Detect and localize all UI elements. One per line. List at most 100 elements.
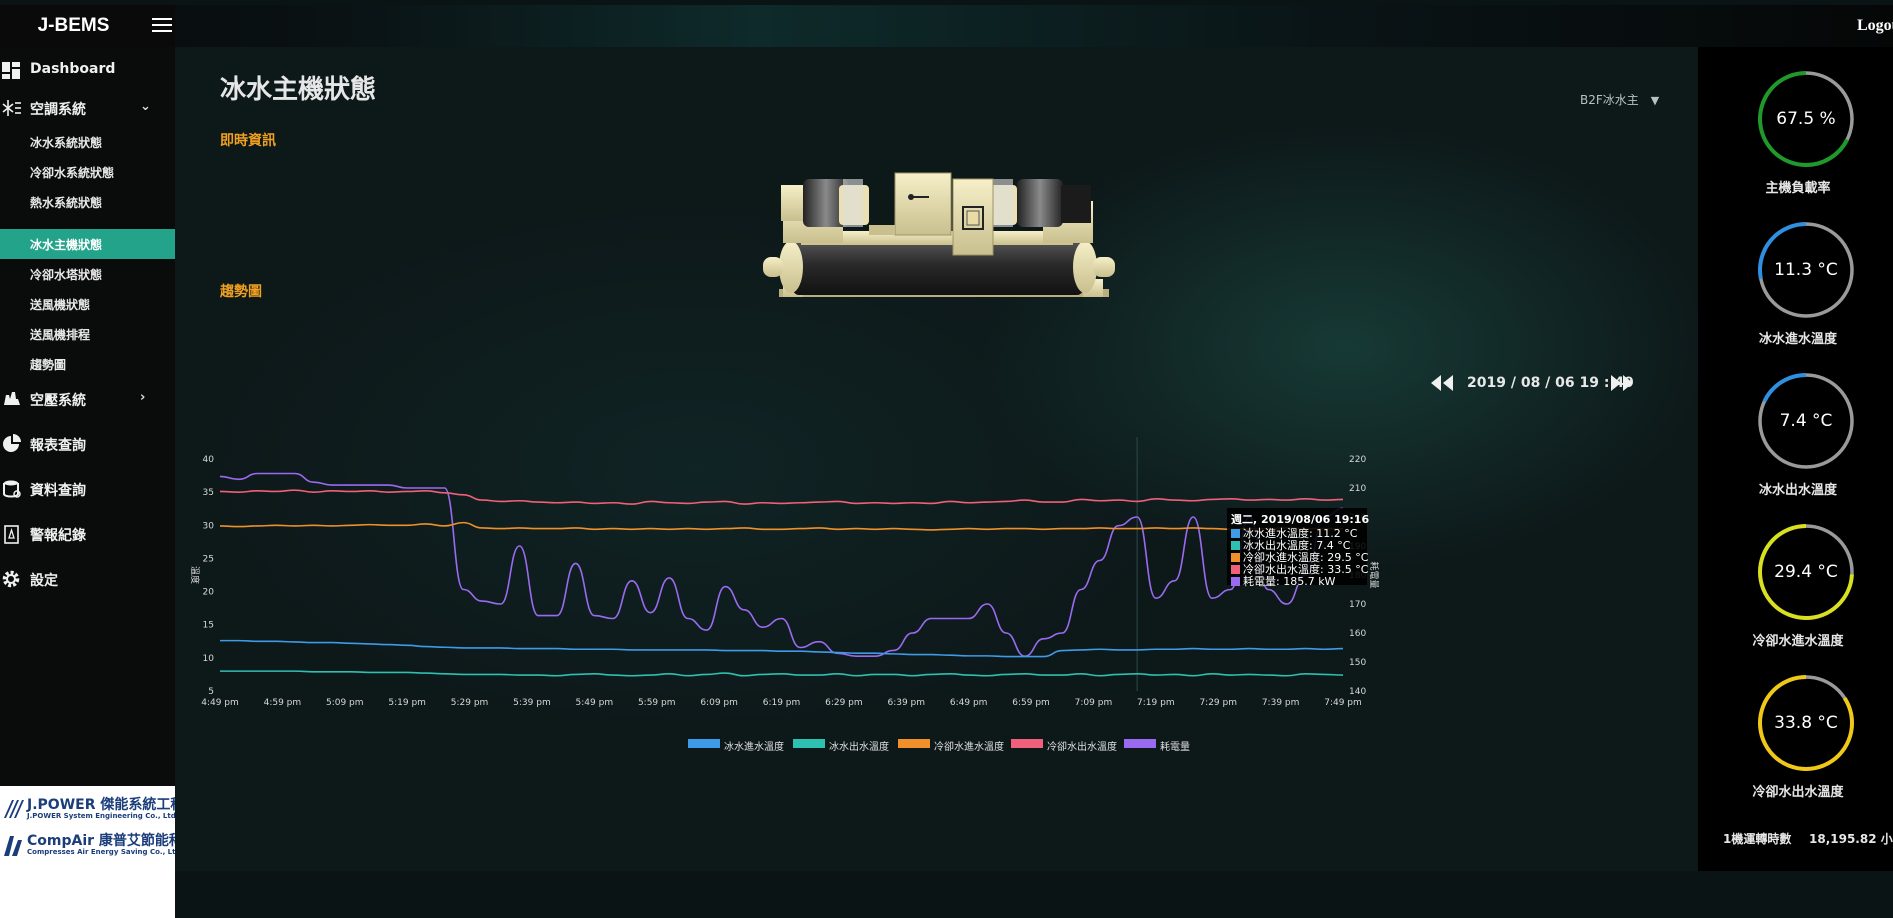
sidebar-item-air-compressor[interactable]: 空壓系統 › [0,379,175,419]
sidebar-item-label: 空壓系統 [30,393,86,409]
sidebar-item-alarm-log[interactable]: 警報紀錄 [0,514,175,554]
sidebar-subitem-chw-system[interactable]: 冰水系統狀態 [30,136,103,150]
x-tick: 4:49 pm [201,698,239,708]
chart-ticks: 5101520253035401401501601701801902002102… [189,455,1379,708]
report-icon [3,434,21,452]
logout-link[interactable]: Logout [1857,17,1893,34]
sidebar-subitem-chiller-status[interactable]: 冰水主機狀態 [0,229,175,259]
air-compressor-icon [4,392,20,405]
y-tick-left: 30 [203,521,215,531]
tooltip-row: 冷卻水出水溫度: 33.5 °C [1231,561,1368,576]
right-panel: 67.5 % 主機負載率 11.3 °C 冰水進水溫度 7.4 °C 冰水出水溫度 29.4… [1698,47,1893,871]
y-tick-right: 170 [1349,600,1366,610]
y-tick-right: 140 [1349,687,1366,697]
y-axis-label-right: 耗電量 [1368,561,1379,588]
gauge-label: 冰水進水溫度 [1758,332,1837,347]
sidebar-item-settings[interactable]: 設定 [0,559,175,599]
gauge-fill [1758,222,1854,318]
x-tick: 6:39 pm [887,698,925,708]
gauge-fill [1758,373,1854,469]
x-tick: 6:19 pm [763,698,801,708]
compair-mark-icon [4,836,22,856]
gauge-ring-0 [1758,71,1854,167]
chart-tooltip: 週二, 2019/08/06 19:16 冰水進水溫度: 11.2 °C 冰水出… [1227,508,1369,588]
fast-forward-icon[interactable] [1609,373,1635,393]
jpower-logo: J.POWER 傑能系統工程 J.POWER System Engineerin… [0,792,184,828]
page-title: 冰水主機狀態 [220,75,377,105]
sidebar-item-label: 資料查詢 [30,483,86,499]
sidebar: Dashboard 空調系統 ⌄ 冰水系統狀態 冷卻水系統狀態 熱水系統狀態 冰… [0,47,197,918]
y-tick-left: 35 [203,488,214,498]
sidebar-item-dashboard[interactable]: Dashboard [0,50,175,90]
gauge-fill [1758,524,1854,620]
y-tick-left: 40 [203,455,215,465]
chevron-down-icon: ⌄ [140,99,151,114]
sidebar-subitem-fan-schedule[interactable]: 送風機排程 [30,328,91,342]
main-content: 冰水主機狀態 B2F冰水主 ▼ 即時資訊 [175,47,1698,871]
x-tick: 6:29 pm [825,698,863,708]
tooltip-row: 耗電量: 185.7 kW [1231,573,1335,588]
sidebar-subitem-cooling-tower[interactable]: 冷卻水塔狀態 [30,268,103,282]
sidebar-item-label: 報表查詢 [30,438,86,454]
device-select[interactable]: B2F冰水主 ▼ [1580,91,1659,108]
sidebar-item-label: 空調系統 [30,102,86,118]
runtime-counter: 1機運轉時數 18,195.82 小時 [1723,830,1893,847]
gauge-value: 11.3 °C [1774,260,1838,280]
x-tick: 6:59 pm [1012,698,1050,708]
sidebar-item-label: Dashboard [30,61,116,77]
sidebar-item-data-query[interactable]: 資料查詢 [0,469,175,509]
alarm-icon [4,525,19,544]
partner-logos: J.POWER 傑能系統工程 J.POWER System Engineerin… [0,786,197,918]
y-tick-right: 220 [1349,455,1366,465]
sidebar-subitem-cw-system[interactable]: 冷卻水系統狀態 [30,166,115,180]
top-bar: J-BEMS Logout [0,5,1893,47]
x-tick: 5:09 pm [326,698,364,708]
gauge-label: 冰水出水溫度 [1758,483,1837,498]
dashboard-icon [2,62,20,79]
x-tick: 7:09 pm [1075,698,1113,708]
gauge-fill [1758,71,1854,167]
rewind-icon[interactable] [1429,373,1455,393]
sidebar-subitem-trend[interactable]: 趨勢圖 [30,358,67,372]
sidebar-item-report[interactable]: 報表查詢 [0,424,175,464]
y-tick-left: 25 [203,554,214,564]
sidebar-subitem-hw-system[interactable]: 熱水系統狀態 [30,196,103,210]
runtime-value: 18,195.82 小時 [1809,832,1893,846]
sidebar-item-label: 警報紀錄 [30,528,86,544]
tooltip-row: 冷卻水進水溫度: 29.5 °C [1231,549,1368,564]
series-line-cw_out [219,489,1344,505]
gauge-ring-1 [1758,222,1854,318]
y-tick-right: 160 [1349,629,1366,639]
y-tick-right: 210 [1349,484,1366,494]
database-icon [3,480,21,498]
gauge-value: 67.5 % [1776,109,1836,129]
series-line-chw_out [220,670,1344,677]
x-tick: 5:49 pm [576,698,614,708]
x-tick: 7:39 pm [1262,698,1300,708]
realtime-section-label: 即時資訊 [220,133,276,149]
gauge-value: 7.4 °C [1779,411,1833,431]
sidebar-subitem-fan-status[interactable]: 送風機狀態 [30,298,91,312]
device-select-value: B2F冰水主 [1580,93,1639,107]
y-axis-label-left: 溫度 [189,566,201,584]
trend-chart[interactable]: 5101520253035401401501601701801902002102… [175,397,1698,727]
ac-icon [2,100,21,116]
gauge-ring-4 [1758,675,1854,771]
gauge-label: 冷卻水出水溫度 [1752,785,1844,800]
chevron-right-icon: › [140,390,146,405]
y-tick-left: 20 [203,588,215,598]
x-tick: 5:19 pm [388,698,426,708]
x-tick: 7:49 pm [1324,698,1362,708]
gauge-label: 主機負載率 [1765,181,1831,196]
gauge-label: 冷卻水進水溫度 [1752,634,1844,649]
datetime-display: 2019 / 08 / 06 19 : 49 [1467,375,1634,391]
y-tick-left: 5 [208,687,214,697]
sidebar-item-ac-system[interactable]: 空調系統 ⌄ [0,88,175,128]
gauge-value: 33.8 °C [1774,713,1838,733]
x-tick: 7:19 pm [1137,698,1175,708]
y-tick-left: 10 [203,654,215,664]
brand-logo[interactable]: J-BEMS [0,5,175,47]
x-tick: 5:59 pm [638,698,676,708]
series-line-cw_in [219,521,1343,531]
hamburger-menu-icon[interactable] [152,18,172,34]
